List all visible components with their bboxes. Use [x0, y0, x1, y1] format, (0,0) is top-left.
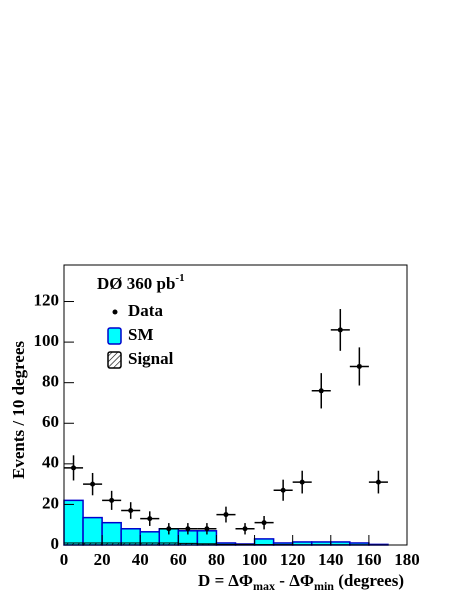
data-point — [83, 472, 103, 496]
x-tick-label: 180 — [394, 550, 420, 569]
marker — [242, 526, 248, 532]
legend-label: Data — [128, 301, 163, 320]
data-point — [311, 373, 331, 409]
data-point — [178, 523, 198, 535]
x-tick-label: 100 — [242, 550, 268, 569]
marker — [299, 479, 305, 485]
marker — [223, 512, 229, 518]
marker — [128, 508, 134, 514]
marker — [261, 520, 267, 526]
marker — [280, 487, 286, 493]
marker — [147, 516, 153, 522]
data-point — [140, 511, 160, 526]
marker — [318, 388, 324, 394]
data-point — [197, 523, 217, 535]
x-label-subscript: max — [253, 579, 275, 593]
x-label-part: - ΔΦ — [275, 571, 314, 590]
marker — [204, 526, 210, 532]
y-axis-label: Events / 10 degrees — [9, 341, 28, 479]
y-tick-label: 20 — [42, 493, 59, 512]
sm-bar — [82, 516, 103, 546]
data-point — [368, 470, 388, 494]
data-point — [292, 470, 312, 494]
x-tick-label: 20 — [94, 550, 111, 569]
data-point — [273, 479, 293, 501]
legend-entry: SM — [107, 325, 154, 345]
annotation: DØ 360 pb-1 — [97, 272, 185, 293]
x-label-part: D = — [198, 571, 224, 590]
data-point — [121, 502, 141, 519]
data-point — [102, 490, 122, 510]
data-point — [235, 523, 255, 535]
y-tick-label: 120 — [34, 290, 60, 309]
legend-marker — [112, 309, 118, 315]
legend-entry: Data — [112, 301, 163, 320]
legend-entry: Signal — [107, 349, 174, 369]
plot-frame — [63, 264, 408, 546]
marker — [185, 526, 191, 532]
x-tick-label: 40 — [132, 550, 149, 569]
marker — [109, 497, 115, 503]
x-label-part: (degrees) — [334, 571, 404, 590]
x-tick-label: 140 — [318, 550, 344, 569]
y-tick-label: 40 — [42, 453, 59, 472]
sm-bar — [253, 538, 275, 546]
marker — [71, 465, 77, 471]
data-point — [64, 455, 84, 481]
x-tick-label: 160 — [356, 550, 382, 569]
data-point — [216, 506, 236, 523]
data-point — [330, 309, 350, 351]
legend-label: Signal — [128, 349, 174, 368]
marker — [90, 481, 96, 487]
y-tick-label: 80 — [42, 372, 59, 391]
x-tick-label: 80 — [208, 550, 225, 569]
data-point — [159, 523, 179, 535]
legend-swatch — [107, 327, 122, 345]
x-tick-label: 120 — [280, 550, 306, 569]
marker — [337, 327, 343, 333]
y-tick-label: 100 — [34, 331, 60, 350]
x-label-part: ΔΦ — [228, 571, 253, 590]
y-tick-label: 60 — [42, 412, 59, 431]
annotation-sup: -1 — [175, 272, 184, 284]
legend-swatch — [107, 351, 122, 369]
marker — [375, 479, 381, 485]
marker — [166, 526, 172, 532]
data-point — [254, 515, 274, 530]
annotation-text: DØ 360 pb — [97, 274, 175, 293]
sm-bar — [101, 521, 122, 546]
x-label-subscript: min — [314, 579, 334, 593]
x-tick-label: 60 — [170, 550, 187, 569]
data-point — [349, 347, 369, 386]
marker — [356, 363, 362, 369]
y-tick-label: 0 — [51, 534, 60, 553]
x-tick-label: 0 — [60, 550, 69, 569]
x-axis-label: D = ΔΦmax - ΔΦmin (degrees) — [198, 571, 404, 593]
legend-label: SM — [128, 325, 154, 344]
sm-bar — [63, 499, 84, 546]
